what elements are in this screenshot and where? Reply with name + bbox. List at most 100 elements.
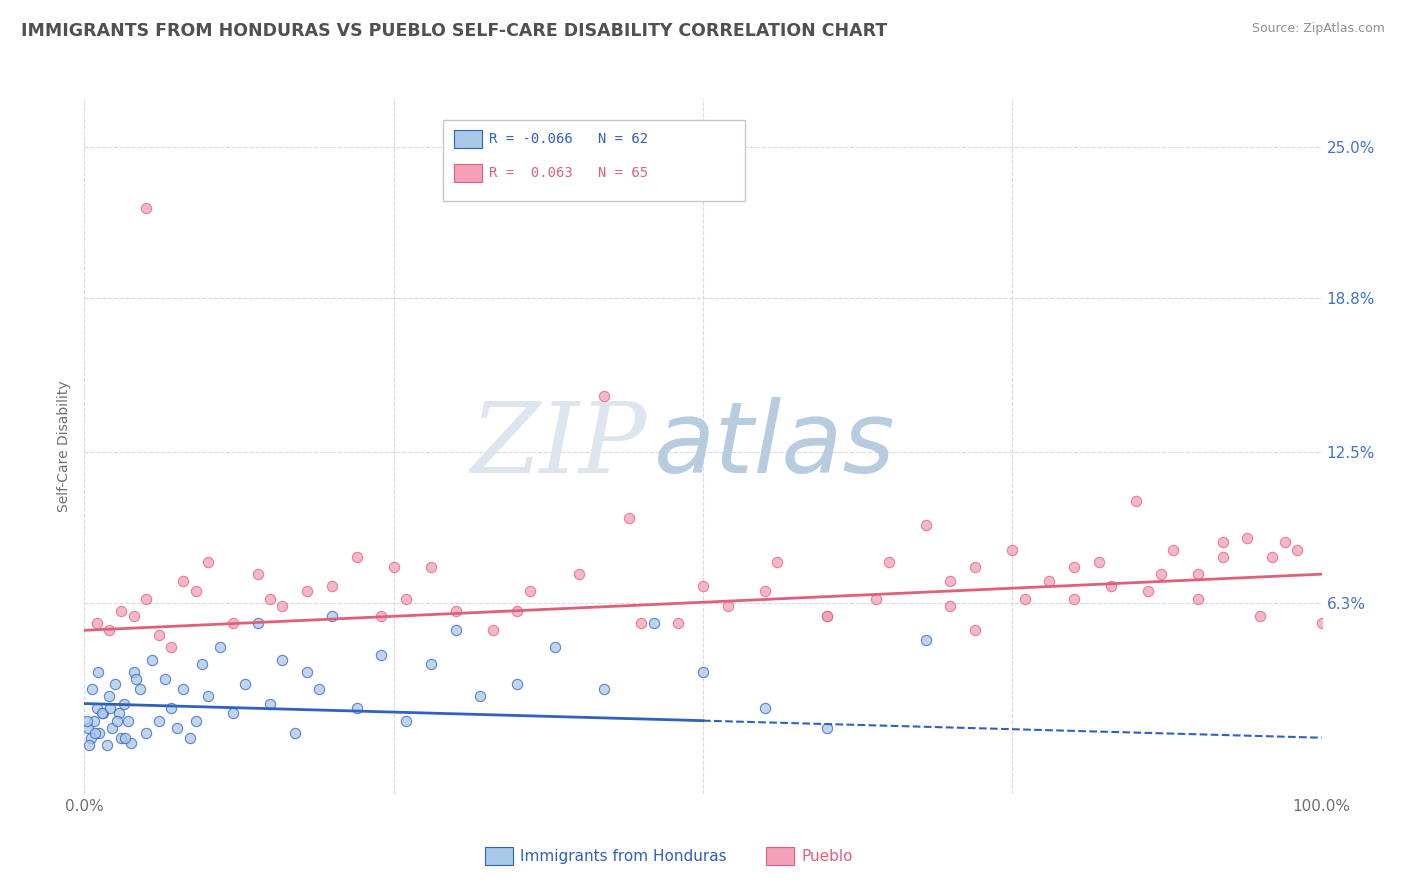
Point <box>965 624 987 638</box>
Point <box>519 584 541 599</box>
Point <box>754 701 776 715</box>
Y-axis label: Self-Care Disability: Self-Care Disability <box>58 380 72 512</box>
Point <box>1063 591 1085 606</box>
Point <box>120 736 142 750</box>
Point <box>395 591 418 606</box>
Point <box>148 714 170 728</box>
Text: ZIP: ZIP <box>471 399 647 493</box>
Point <box>197 690 219 704</box>
Point <box>153 672 176 686</box>
Point <box>1150 567 1173 582</box>
Point <box>295 584 318 599</box>
Point <box>1038 574 1060 589</box>
Point <box>246 567 269 582</box>
Point <box>914 633 936 648</box>
Point <box>692 665 714 679</box>
Point <box>96 738 118 752</box>
Point <box>1099 579 1122 593</box>
Point <box>643 615 665 630</box>
Point <box>419 657 441 672</box>
Point <box>593 389 616 403</box>
Point <box>965 559 987 574</box>
Point <box>89 726 111 740</box>
Point <box>122 608 145 623</box>
Point <box>222 706 245 721</box>
Point <box>209 640 232 655</box>
Point <box>1137 584 1160 599</box>
Text: IMMIGRANTS FROM HONDURAS VS PUEBLO SELF-CARE DISABILITY CORRELATION CHART: IMMIGRANTS FROM HONDURAS VS PUEBLO SELF-… <box>21 22 887 40</box>
Point <box>346 550 368 565</box>
Text: R =  0.063   N = 65: R = 0.063 N = 65 <box>489 166 648 180</box>
Point <box>1236 531 1258 545</box>
Point <box>1063 559 1085 574</box>
Point <box>87 665 110 679</box>
Point <box>815 608 838 623</box>
Point <box>877 555 900 569</box>
Point <box>100 721 122 735</box>
Point <box>470 690 492 704</box>
Point <box>506 604 529 618</box>
Point <box>135 591 157 606</box>
Point <box>308 681 330 696</box>
Point <box>1285 542 1308 557</box>
Point <box>284 726 307 740</box>
Point <box>125 672 148 686</box>
Point <box>370 608 392 623</box>
Point <box>114 731 136 745</box>
Point <box>1212 550 1234 565</box>
Point <box>112 697 135 711</box>
Point <box>77 721 100 735</box>
Point <box>1310 615 1333 630</box>
Point <box>83 714 105 728</box>
Point <box>1274 535 1296 549</box>
Point <box>129 681 152 696</box>
Point <box>160 701 183 715</box>
Point <box>939 599 962 613</box>
Point <box>90 706 112 721</box>
Point <box>122 665 145 679</box>
Point <box>135 726 157 740</box>
Point <box>233 677 256 691</box>
Point <box>1249 608 1271 623</box>
Text: Source: ZipAtlas.com: Source: ZipAtlas.com <box>1251 22 1385 36</box>
Text: atlas: atlas <box>654 398 896 494</box>
Point <box>444 624 467 638</box>
Point <box>568 567 591 582</box>
Point <box>179 731 201 745</box>
Point <box>1088 555 1111 569</box>
Point <box>259 591 281 606</box>
Point <box>91 706 114 721</box>
Point <box>104 677 127 691</box>
Point <box>98 624 121 638</box>
Point <box>617 511 640 525</box>
Point <box>86 701 108 715</box>
Point <box>110 731 132 745</box>
Point <box>135 201 157 215</box>
Point <box>197 555 219 569</box>
Point <box>321 608 343 623</box>
Point <box>184 584 207 599</box>
Point <box>766 555 789 569</box>
Point <box>222 615 245 630</box>
Point <box>914 518 936 533</box>
Point <box>346 701 368 715</box>
Point <box>370 648 392 662</box>
Point <box>79 738 101 752</box>
Point <box>108 706 131 721</box>
Text: Immigrants from Honduras: Immigrants from Honduras <box>520 849 727 863</box>
Point <box>1212 535 1234 549</box>
Point <box>1261 550 1284 565</box>
Point <box>105 714 128 728</box>
Point <box>80 681 103 696</box>
Point <box>184 714 207 728</box>
Point <box>444 604 467 618</box>
Point <box>395 714 418 728</box>
Point <box>815 608 838 623</box>
Point <box>717 599 740 613</box>
Point <box>939 574 962 589</box>
Point <box>295 665 318 679</box>
Point <box>166 721 188 735</box>
Text: R = -0.066   N = 62: R = -0.066 N = 62 <box>489 132 648 146</box>
Point <box>98 690 121 704</box>
Point <box>593 681 616 696</box>
